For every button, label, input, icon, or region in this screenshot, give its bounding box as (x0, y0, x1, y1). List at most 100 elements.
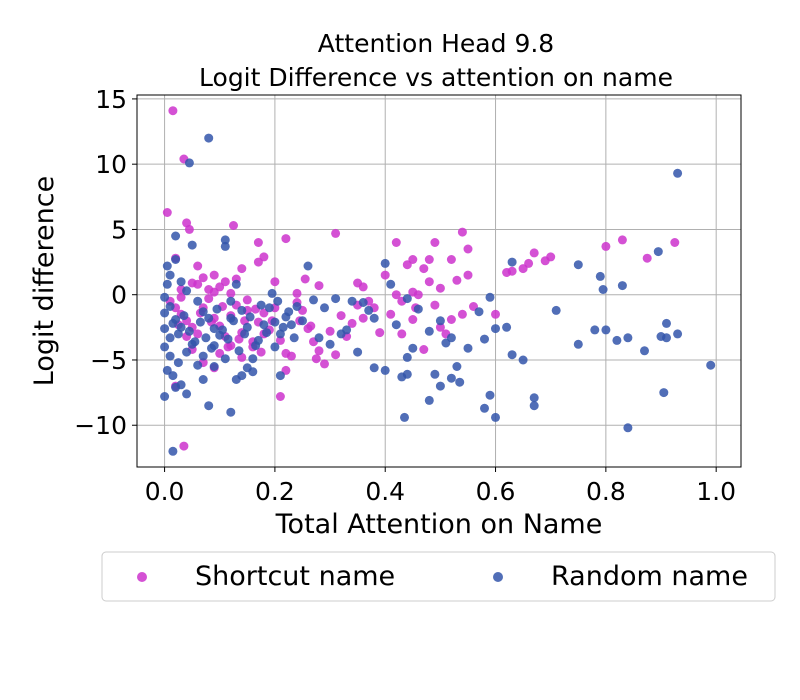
legend-label-random: Random name (551, 561, 748, 592)
random-point (507, 257, 517, 267)
random-point (165, 351, 175, 361)
random-point (240, 329, 250, 339)
shortcut-point (306, 321, 316, 331)
random-point (380, 365, 390, 375)
x-tick-label: 0.6 (476, 477, 516, 506)
random-point (234, 346, 244, 356)
legend: Shortcut name Random name (101, 551, 776, 602)
shortcut-point (336, 311, 346, 321)
shortcut-point (292, 288, 302, 298)
legend-marker-shortcut (137, 572, 147, 582)
random-point (573, 339, 583, 349)
random-point (485, 390, 495, 400)
random-point (435, 381, 445, 391)
shortcut-point (237, 264, 247, 274)
shortcut-point (347, 318, 357, 328)
random-point (662, 318, 671, 328)
shortcut-point (391, 290, 401, 300)
shortcut-point (331, 228, 341, 238)
random-point (402, 352, 412, 362)
shortcut-point (419, 345, 429, 354)
random-point (171, 255, 181, 264)
shortcut-point (397, 329, 407, 339)
random-point (601, 325, 611, 335)
random-point (653, 247, 663, 257)
shortcut-point (256, 347, 266, 357)
random-point (160, 392, 170, 401)
random-point (168, 371, 178, 381)
y-tick-label: −10 (74, 411, 127, 440)
series-random (160, 133, 716, 456)
random-point (184, 326, 194, 336)
random-point (284, 307, 294, 317)
random-point (529, 401, 539, 411)
shortcut-point (331, 350, 341, 360)
shortcut-point (314, 281, 324, 291)
x-tick-label: 0.0 (145, 477, 185, 506)
random-point (424, 395, 434, 405)
shortcut-point (275, 335, 285, 345)
y-tick-label: 15 (95, 85, 127, 114)
random-point (455, 377, 465, 387)
shortcut-point (546, 252, 556, 262)
x-tick-label: 0.4 (365, 477, 405, 506)
shortcut-point (463, 244, 473, 254)
random-point (518, 355, 528, 365)
random-point (160, 308, 170, 318)
shortcut-point (242, 295, 252, 305)
random-point (242, 363, 252, 373)
random-point (474, 307, 484, 317)
legend-marker-random (493, 572, 503, 582)
random-point (204, 133, 214, 143)
shortcut-point (413, 290, 423, 300)
shortcut-point (358, 282, 368, 292)
random-point (446, 333, 456, 343)
random-point (364, 305, 374, 315)
shortcut-point (380, 270, 390, 280)
random-point (176, 380, 186, 390)
random-point (179, 311, 189, 321)
chart-subtitle: Logit Difference vs attention on name (199, 63, 673, 92)
random-point (278, 322, 288, 332)
random-point (640, 346, 649, 356)
random-point (320, 303, 329, 313)
random-point (336, 329, 346, 339)
legend-box (101, 551, 776, 602)
random-point (264, 303, 274, 313)
random-point (391, 320, 401, 330)
random-point (198, 307, 208, 317)
random-point (168, 446, 178, 456)
random-point (358, 298, 368, 307)
shortcut-point (375, 328, 385, 338)
shortcut-point (300, 274, 310, 284)
random-point (267, 288, 277, 298)
random-point (529, 393, 539, 403)
shortcut-point (325, 326, 335, 336)
random-point (491, 324, 500, 334)
random-point (331, 294, 341, 304)
random-point (662, 333, 671, 343)
random-point (190, 337, 200, 347)
random-point (485, 292, 495, 302)
random-point (275, 371, 285, 381)
random-point (598, 285, 608, 294)
random-point (402, 294, 412, 304)
shortcut-point (435, 283, 445, 293)
random-point (162, 261, 172, 271)
shortcut-point (452, 275, 462, 285)
random-point (408, 343, 418, 353)
random-point (292, 302, 302, 311)
random-point (380, 258, 390, 268)
shortcut-point (176, 292, 186, 302)
random-point (165, 333, 175, 343)
shortcut-point (229, 221, 238, 230)
shortcut-point (358, 313, 368, 323)
y-tick-label: 5 (111, 215, 127, 244)
shortcut-point (314, 346, 324, 356)
random-point (298, 316, 307, 326)
random-point (289, 333, 299, 343)
random-point (369, 313, 379, 323)
random-point (402, 369, 412, 379)
random-point (220, 235, 230, 245)
